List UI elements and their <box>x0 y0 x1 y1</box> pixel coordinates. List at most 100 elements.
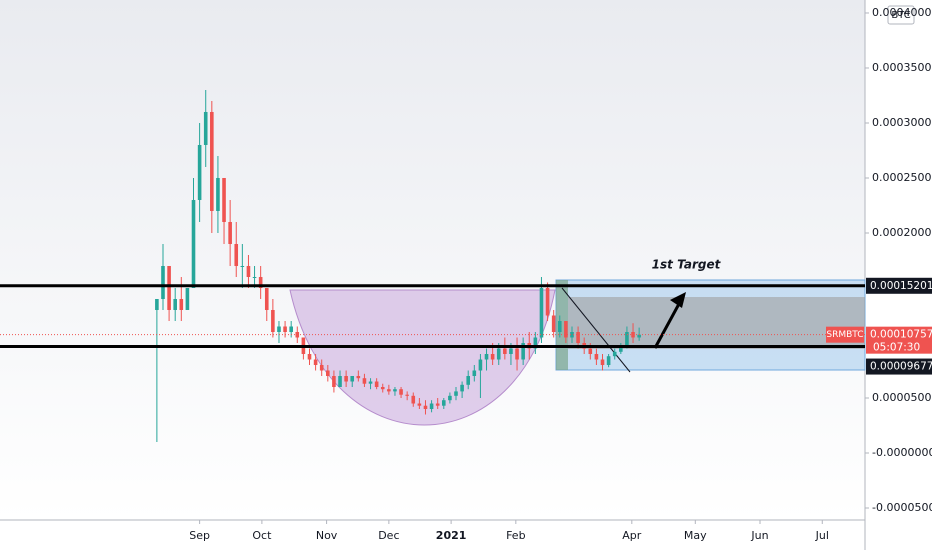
x-tick-label: 2021 <box>436 529 467 542</box>
candle-body <box>161 265 165 299</box>
countdown: 05:07:30 <box>873 342 920 354</box>
last-price-label: 0.00010757 <box>870 329 932 341</box>
candle-body <box>356 376 361 379</box>
candle-body <box>612 351 617 357</box>
candle-body <box>368 381 373 384</box>
candle-body <box>210 111 214 211</box>
candle-body <box>533 337 538 349</box>
candle-body <box>435 403 440 406</box>
level-label: 0.00009677 <box>870 361 932 373</box>
candle-body <box>264 287 269 310</box>
target-arrowhead <box>670 292 686 308</box>
candle-body <box>564 320 568 338</box>
candle-body <box>619 345 623 352</box>
candle-body <box>478 359 483 371</box>
candle-body <box>185 287 190 310</box>
candle-body <box>509 348 513 355</box>
candle-body <box>155 298 159 310</box>
candle-body <box>277 326 281 332</box>
candle-body <box>216 177 220 211</box>
x-tick-label: Apr <box>622 529 642 542</box>
candle-body <box>423 405 428 410</box>
candle-body <box>234 243 239 266</box>
candle-body <box>557 320 562 332</box>
cup-shape <box>289 289 556 426</box>
candle-body <box>313 359 318 366</box>
candle-body <box>203 111 208 145</box>
candle-body <box>448 395 452 401</box>
x-tick-label: Jun <box>750 529 768 542</box>
candle-body <box>551 315 556 332</box>
symbol-label: SRMBTC <box>826 330 863 340</box>
candle-body <box>490 354 495 360</box>
y-tick-label: -0.00000000 <box>872 446 932 459</box>
candle-body <box>594 354 599 360</box>
candle-body <box>521 342 525 360</box>
candle-body <box>496 348 501 360</box>
candle-body <box>466 376 471 385</box>
candle-body <box>454 391 458 396</box>
candle-body <box>374 381 379 388</box>
currency-badge <box>887 5 915 25</box>
candle-body <box>399 389 403 395</box>
candle-body <box>588 348 593 355</box>
trend-line <box>561 287 631 373</box>
candle-body <box>606 356 611 366</box>
candle-body <box>393 389 397 392</box>
x-tick-label: Nov <box>316 529 338 542</box>
y-tick-label: 0.00030000 <box>872 116 932 129</box>
level-label: 0.00015201 <box>870 280 932 292</box>
plot-background <box>0 0 865 520</box>
candle-body <box>289 326 293 332</box>
candle-body <box>570 331 574 338</box>
y-tick-label: 0.00020000 <box>872 226 932 239</box>
annotation: 1st Target <box>652 258 722 272</box>
candle-body <box>411 395 416 404</box>
candle-body <box>344 376 348 382</box>
candle-body <box>332 376 336 388</box>
candle-body <box>625 331 629 346</box>
candle-body <box>515 348 519 360</box>
last-price-box <box>866 326 932 354</box>
candle-body <box>417 403 422 406</box>
candle-body <box>319 365 324 371</box>
x-tick-label: Jul <box>815 529 829 542</box>
candle-body <box>460 384 464 392</box>
candle-body <box>271 309 275 332</box>
candle-body <box>338 376 342 388</box>
candle-body <box>539 287 544 338</box>
candle-body <box>637 334 641 338</box>
candle-body <box>326 370 330 377</box>
candle-body <box>283 326 287 332</box>
y-tick-label: 0.00025000 <box>872 171 932 184</box>
candle-body <box>503 348 507 355</box>
candle-body <box>179 298 184 310</box>
candle-body <box>576 331 580 343</box>
candle-body <box>222 177 226 222</box>
symbol-box <box>826 326 864 343</box>
currency: BTC <box>891 10 910 21</box>
candle-body <box>484 354 489 360</box>
target-arrow <box>653 301 682 349</box>
candle-body <box>350 376 355 382</box>
candle-body <box>405 394 409 396</box>
candle-body <box>380 387 385 390</box>
level-label-box <box>866 358 932 375</box>
x-tick-label: Feb <box>506 529 525 542</box>
candle-body <box>191 199 196 288</box>
candle-body <box>362 378 367 384</box>
candle-body <box>252 276 257 278</box>
candle-body <box>167 265 171 310</box>
y-tick-label: 0.00040000 <box>872 6 932 19</box>
candle-body <box>600 359 605 366</box>
candle-body <box>240 265 245 267</box>
candle-body <box>173 298 177 310</box>
candle-body <box>472 370 477 377</box>
y-tick-label: 0.00005000 <box>872 391 932 404</box>
candle-body <box>307 354 312 360</box>
x-tick-label: Oct <box>252 529 272 542</box>
y-tick-label: 0.00035000 <box>872 61 932 74</box>
x-tick-label: Sep <box>189 529 210 542</box>
candle-body <box>246 265 251 277</box>
